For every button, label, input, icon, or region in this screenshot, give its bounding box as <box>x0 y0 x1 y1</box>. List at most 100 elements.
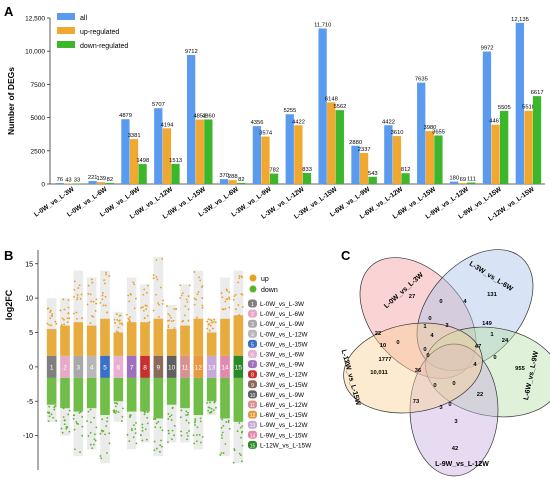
down-point <box>135 421 137 424</box>
up-point <box>180 294 183 297</box>
up-point <box>167 324 170 327</box>
up-point <box>228 306 231 309</box>
up-point <box>238 275 241 277</box>
bar-value-label: 3381 <box>128 133 141 139</box>
up-point <box>95 298 98 301</box>
bar-value-label: 782 <box>269 168 279 174</box>
comparison-legend-label: L-0W_vs_L-3W <box>260 301 305 308</box>
bar-all <box>121 119 130 184</box>
bar-all <box>449 181 459 184</box>
up-point <box>193 271 196 273</box>
up-point <box>119 322 121 325</box>
up-point <box>49 317 52 320</box>
comparison-box-label: 13 <box>208 364 216 371</box>
venn-count: 0 <box>396 340 399 346</box>
up-band <box>206 332 217 356</box>
down-point <box>221 431 224 434</box>
bar-all <box>384 125 393 184</box>
down-point <box>68 409 71 412</box>
comparison-legend-label: L-6W_vs_L-9W <box>260 392 305 399</box>
up-point <box>181 292 184 295</box>
down-point <box>132 436 135 439</box>
down-point <box>194 424 196 426</box>
down-point <box>146 411 149 413</box>
down-point <box>224 443 227 445</box>
up-band <box>86 325 97 356</box>
bar-value-label: 543 <box>368 171 378 177</box>
comparison-swatch <box>248 360 257 369</box>
comparison-legend-label: L-9W_vs_L-15W <box>260 432 309 439</box>
up-point <box>105 273 108 276</box>
bar-all <box>88 181 97 184</box>
b-y-tick-label: 10 <box>25 296 33 303</box>
up-point <box>209 324 212 327</box>
up-point <box>76 298 79 301</box>
venn-count: 10 <box>380 343 386 349</box>
bar-all <box>285 114 294 184</box>
down-point <box>50 413 53 416</box>
up-point <box>143 309 145 312</box>
down-point <box>185 410 188 413</box>
up-point <box>92 315 95 318</box>
comparison-swatch-label: 14 <box>250 433 256 439</box>
down-point <box>180 430 183 433</box>
up-point <box>201 285 204 288</box>
bar-value-label: 1513 <box>169 158 182 164</box>
up-point <box>167 312 170 315</box>
bar-value-label: 3980 <box>424 125 437 131</box>
down-point <box>104 433 106 436</box>
venn-count: 0 <box>452 381 455 387</box>
down-point <box>87 435 90 437</box>
up-point <box>196 293 199 296</box>
up-point <box>193 303 196 306</box>
y-axis-label: Number of DEGs <box>6 67 16 135</box>
up-point <box>94 310 97 312</box>
up-point <box>201 297 204 299</box>
down-point <box>134 428 137 430</box>
down-point <box>154 418 157 421</box>
up-point <box>128 300 131 303</box>
down-point <box>196 440 198 443</box>
down-point <box>210 407 213 410</box>
b-y-tick-label: -5 <box>27 399 33 406</box>
down-point <box>47 420 50 423</box>
up-band <box>113 332 124 356</box>
up-point <box>167 326 170 329</box>
up-point <box>146 305 148 307</box>
up-band <box>46 329 57 356</box>
up-point <box>186 300 189 303</box>
up-point <box>142 293 145 296</box>
down-point <box>74 448 76 451</box>
down-band <box>113 377 124 402</box>
down-point <box>81 434 84 437</box>
bar-down <box>171 163 180 184</box>
legend-label-up-b: up <box>261 276 269 283</box>
comparison-swatch-label: 7 <box>251 363 254 369</box>
bar-down <box>500 110 509 184</box>
comparison-box-label: 4 <box>90 364 94 371</box>
down-point <box>115 410 118 413</box>
up-point <box>237 304 240 306</box>
up-point <box>199 279 202 282</box>
up-point <box>188 284 191 287</box>
comparison-box-label: 15 <box>235 364 243 371</box>
up-point <box>51 312 54 315</box>
up-point <box>91 281 94 284</box>
comparison-legend-label: L-0W_vs_L-15W <box>260 341 309 348</box>
up-point <box>152 277 155 280</box>
down-point <box>146 416 149 419</box>
up-point <box>156 278 159 281</box>
venn-count: 3 <box>445 323 449 329</box>
bar-value-label: 221 <box>88 175 98 181</box>
up-point <box>237 281 240 284</box>
down-point <box>227 419 230 422</box>
up-point <box>233 295 236 297</box>
comparison-swatch <box>248 309 257 318</box>
up-point <box>238 277 241 280</box>
down-point <box>180 409 183 412</box>
up-point <box>213 320 215 323</box>
up-point <box>197 291 200 293</box>
bar-value-label: 2880 <box>349 140 362 146</box>
up-point <box>117 331 120 334</box>
down-point <box>141 429 144 432</box>
